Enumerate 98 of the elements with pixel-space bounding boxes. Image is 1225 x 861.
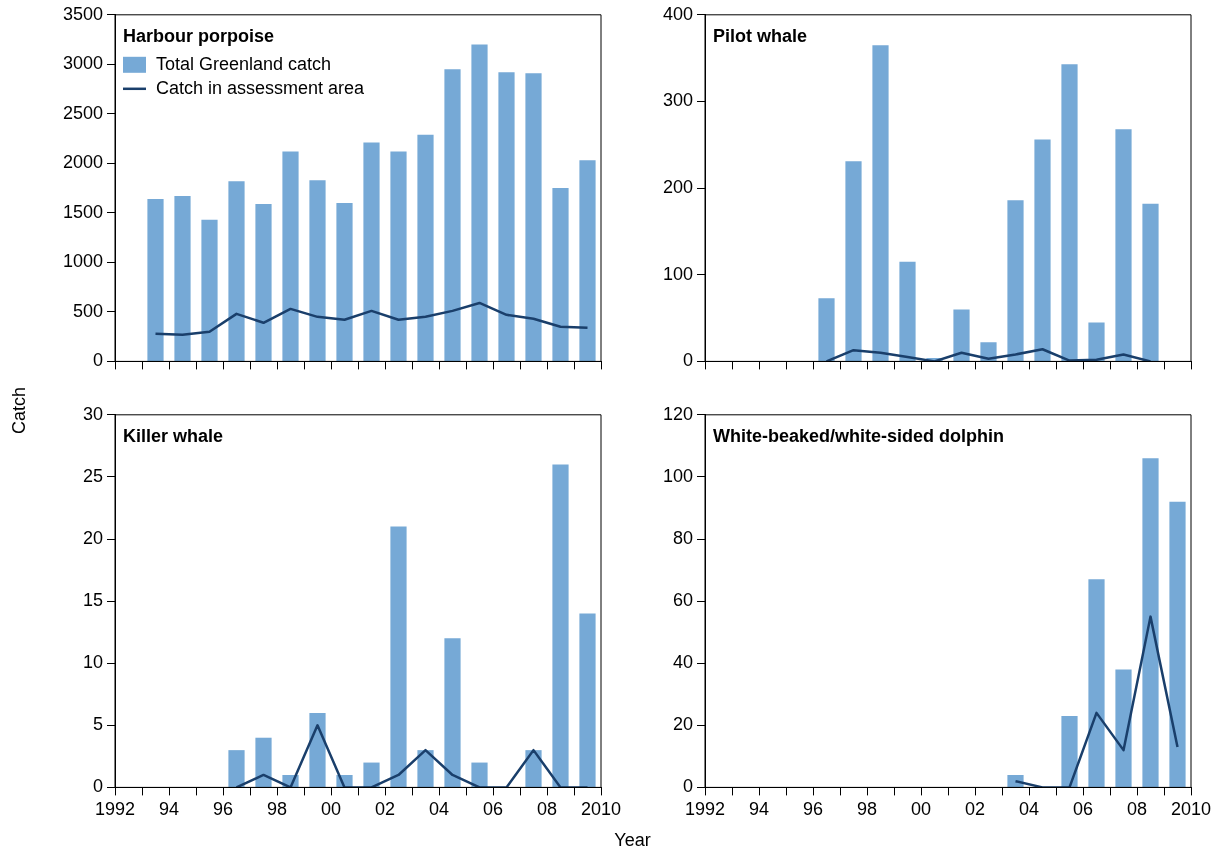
x-tick-label: 04 bbox=[428, 799, 450, 820]
y-tick-label: 120 bbox=[662, 403, 693, 424]
y-tick-label: 200 bbox=[662, 177, 693, 198]
x-tick-label: 02 bbox=[374, 799, 396, 820]
x-tick-label: 06 bbox=[1072, 799, 1094, 820]
legend-label: Total Greenland catch bbox=[156, 53, 332, 74]
x-tick-label: 98 bbox=[856, 799, 878, 820]
y-tick-label: 500 bbox=[72, 300, 103, 321]
bar bbox=[363, 762, 380, 787]
y-tick-label: 400 bbox=[662, 3, 693, 24]
bar bbox=[1142, 458, 1159, 787]
y-tick-label: 0 bbox=[682, 350, 693, 371]
bar bbox=[255, 737, 272, 787]
y-tick-label: 5 bbox=[92, 714, 103, 735]
y-tick-label: 100 bbox=[662, 465, 693, 486]
x-tick-label: 2010 bbox=[1170, 799, 1212, 820]
y-tick-label: 0 bbox=[682, 776, 693, 797]
bar bbox=[552, 188, 569, 361]
x-tick-label: 04 bbox=[1018, 799, 1040, 820]
bar bbox=[579, 613, 596, 787]
bar bbox=[282, 151, 299, 361]
bar bbox=[471, 44, 488, 361]
y-tick-label: 300 bbox=[662, 90, 693, 111]
x-tick-label: 00 bbox=[320, 799, 342, 820]
bar bbox=[525, 73, 542, 361]
bar bbox=[417, 134, 434, 361]
x-tick-label: 94 bbox=[158, 799, 180, 820]
bar bbox=[1061, 64, 1078, 361]
bar bbox=[1061, 715, 1078, 787]
y-tick-label: 25 bbox=[82, 465, 103, 486]
x-tick-label: 02 bbox=[964, 799, 986, 820]
y-tick-label: 1000 bbox=[62, 251, 103, 272]
bar bbox=[228, 750, 245, 787]
y-tick-label: 2500 bbox=[62, 102, 103, 123]
x-tick-label: 06 bbox=[482, 799, 504, 820]
legend-label: Catch in assessment area bbox=[156, 77, 366, 98]
y-axis-title: Catch bbox=[9, 386, 31, 434]
bar bbox=[953, 309, 970, 361]
y-tick-label: 10 bbox=[82, 652, 103, 673]
text: Harbour porpoise bbox=[123, 25, 275, 46]
y-tick-label: 60 bbox=[672, 590, 693, 611]
bar bbox=[1034, 139, 1051, 361]
text: Pilot whale bbox=[713, 25, 808, 46]
y-tick-label: 30 bbox=[82, 403, 103, 424]
x-tick-label: 1992 bbox=[94, 799, 136, 820]
bar bbox=[255, 203, 272, 361]
x-tick-label: 2010 bbox=[580, 799, 622, 820]
bar bbox=[552, 464, 569, 787]
x-tick-label: 1992 bbox=[684, 799, 726, 820]
bar bbox=[444, 638, 461, 787]
y-tick-label: 20 bbox=[82, 527, 103, 548]
y-tick-label: 20 bbox=[672, 714, 693, 735]
bar bbox=[1142, 203, 1159, 361]
bar bbox=[147, 198, 164, 361]
bar bbox=[336, 202, 353, 361]
x-tick-label: 96 bbox=[212, 799, 234, 820]
bar bbox=[417, 750, 434, 787]
bar bbox=[1007, 200, 1024, 361]
bar bbox=[498, 72, 515, 361]
y-tick-label: 2000 bbox=[62, 152, 103, 173]
bar bbox=[390, 526, 407, 787]
bar bbox=[174, 196, 191, 361]
bar bbox=[899, 261, 916, 361]
x-tick-label: 08 bbox=[1126, 799, 1148, 820]
x-tick-label: 08 bbox=[536, 799, 558, 820]
y-tick-label: 3500 bbox=[62, 3, 103, 24]
bar bbox=[444, 69, 461, 361]
y-tick-label: 3000 bbox=[62, 53, 103, 74]
bar bbox=[579, 160, 596, 361]
x-tick-label: 00 bbox=[910, 799, 932, 820]
bar bbox=[872, 45, 889, 361]
y-tick-label: 1500 bbox=[62, 201, 103, 222]
bar bbox=[471, 762, 488, 787]
bar bbox=[1169, 501, 1186, 787]
bar bbox=[1115, 669, 1132, 787]
y-tick-label: 100 bbox=[662, 263, 693, 284]
bar bbox=[309, 180, 326, 361]
bar bbox=[1088, 322, 1105, 361]
text: Killer whale bbox=[123, 425, 224, 446]
y-tick-label: 40 bbox=[672, 652, 693, 673]
y-tick-label: 0 bbox=[92, 776, 103, 797]
bar bbox=[309, 712, 326, 787]
bar bbox=[818, 298, 835, 361]
bar bbox=[201, 219, 218, 361]
y-tick-label: 0 bbox=[92, 350, 103, 371]
bar bbox=[1115, 129, 1132, 361]
bar bbox=[1088, 579, 1105, 787]
x-axis-title: Year bbox=[613, 830, 652, 851]
bar bbox=[845, 161, 862, 361]
x-tick-label: 96 bbox=[802, 799, 824, 820]
x-tick-label: 94 bbox=[748, 799, 770, 820]
bar bbox=[363, 142, 380, 361]
bar bbox=[228, 181, 245, 361]
text: White-beaked/white-sided dolphin bbox=[713, 425, 1005, 446]
y-tick-label: 80 bbox=[672, 527, 693, 548]
x-tick-label: 98 bbox=[266, 799, 288, 820]
bar bbox=[390, 151, 407, 361]
y-tick-label: 15 bbox=[82, 590, 103, 611]
